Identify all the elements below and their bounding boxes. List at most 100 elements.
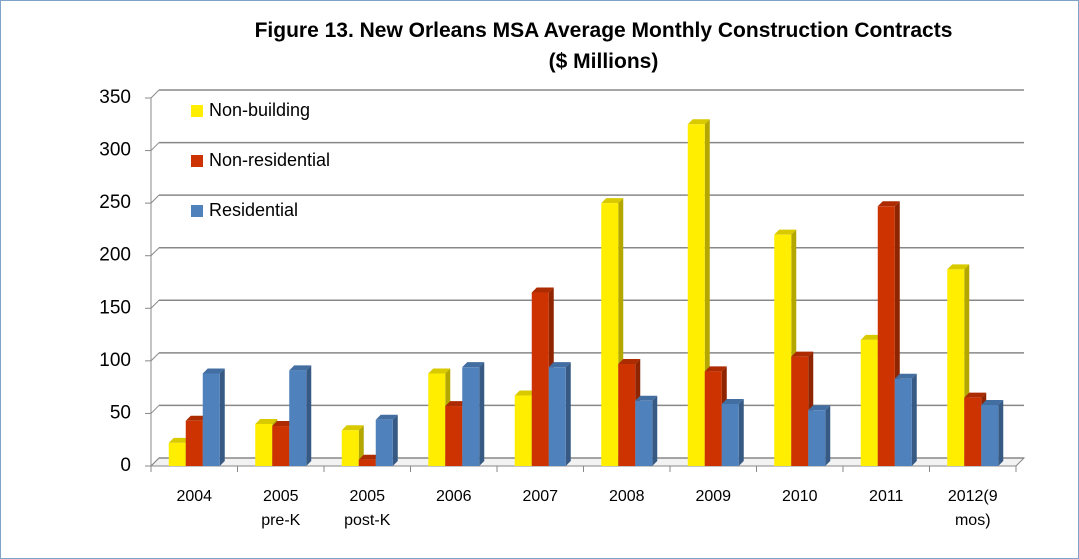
bar-top: [375, 414, 398, 420]
bar: [618, 364, 636, 466]
bar-top: [445, 401, 468, 407]
bar-top: [894, 373, 917, 379]
bar-top: [202, 368, 225, 374]
bar: [721, 403, 739, 466]
bar-top: [947, 264, 970, 270]
chart-title: Figure 13. New Orleans MSA Average Month…: [254, 19, 953, 73]
bar-side: [652, 395, 658, 466]
bar-top: [289, 365, 312, 371]
bar-side: [219, 368, 225, 466]
legend-label: Non-building: [209, 100, 310, 120]
bar: [255, 423, 273, 466]
bar-side: [306, 365, 312, 466]
legend-label: Non-residential: [209, 150, 330, 170]
bar-top: [514, 390, 537, 396]
grid-line: [150, 299, 160, 309]
bar-side: [565, 362, 571, 466]
bar-top: [704, 366, 727, 372]
bar-top: [185, 415, 208, 421]
bar-top: [548, 362, 571, 368]
bar: [341, 430, 359, 466]
bar: [375, 419, 393, 466]
bar-top: [255, 418, 278, 424]
bar-side: [998, 400, 1004, 466]
bar: [964, 397, 982, 466]
bar-top: [981, 400, 1004, 406]
bar-top: [531, 287, 554, 293]
bar: [808, 410, 826, 466]
grid-line: [150, 194, 160, 204]
y-tick-label: 150: [99, 297, 131, 318]
bar-top: [428, 368, 451, 374]
bar: [774, 234, 792, 466]
grid-line: [150, 89, 160, 99]
y-tick-label: 0: [120, 455, 131, 476]
bar: [548, 367, 566, 466]
x-tick-label: 2011: [869, 488, 904, 505]
bar: [894, 378, 912, 466]
bar-top: [860, 334, 883, 340]
x-tick-label: 2005 post-K: [344, 488, 391, 529]
bar-side: [479, 362, 485, 466]
grid-line: [150, 247, 160, 257]
bar: [462, 367, 480, 466]
bar-top: [808, 405, 831, 411]
bar: [704, 371, 722, 466]
legend-swatch: [191, 105, 203, 117]
y-tick-label: 350: [99, 87, 131, 108]
y-tick-label: 250: [99, 192, 131, 213]
legend-swatch: [191, 155, 203, 167]
bar-top: [687, 119, 710, 125]
grid-line: [150, 352, 160, 362]
bar: [791, 356, 809, 466]
x-tick-label: 2007: [522, 488, 559, 505]
bar-top: [618, 359, 641, 365]
y-tick-label: 100: [99, 350, 131, 371]
legend-label: Residential: [209, 200, 298, 220]
bar-top: [358, 454, 381, 460]
bar-side: [911, 373, 917, 466]
bar-side: [825, 405, 831, 466]
x-tick-label: 2012(9 mos): [947, 488, 998, 529]
bar-top: [791, 351, 814, 357]
bar-top: [168, 437, 191, 443]
bar-side: [738, 398, 744, 466]
x-tick-label: 2010: [781, 488, 818, 505]
x-tick-label: 2005 pre-K: [261, 488, 301, 529]
bar: [531, 292, 549, 466]
bar: [687, 124, 705, 467]
bar-top: [964, 392, 987, 398]
bar-top: [341, 425, 364, 431]
bar: [877, 206, 895, 466]
bar: [168, 442, 186, 466]
bar: [445, 406, 463, 466]
x-tick-label: 2004: [176, 488, 213, 505]
bar: [358, 459, 376, 466]
bar-side: [392, 414, 398, 466]
bar: [289, 370, 307, 466]
bar-top: [877, 201, 900, 207]
x-tick-label: 2009: [695, 488, 732, 505]
bar: [272, 426, 290, 466]
x-tick-label: 2006: [435, 488, 472, 505]
bar: [601, 203, 619, 466]
bar-top: [774, 229, 797, 235]
grid-line: [150, 142, 160, 151]
y-tick-label: 50: [110, 402, 131, 423]
bar-top: [462, 362, 485, 368]
legend-swatch: [191, 205, 203, 217]
bar: [185, 420, 203, 466]
bar: [981, 405, 999, 466]
bar: [514, 395, 532, 466]
bar-top: [721, 398, 744, 404]
bar-side: [358, 425, 364, 466]
bar-top: [635, 395, 658, 401]
bar: [428, 373, 446, 466]
y-tick-label: 300: [99, 140, 131, 161]
bar-top: [272, 421, 295, 427]
y-tick-label: 200: [99, 245, 131, 266]
bar-top: [601, 198, 624, 204]
bar: [860, 339, 878, 466]
bar: [635, 400, 653, 466]
